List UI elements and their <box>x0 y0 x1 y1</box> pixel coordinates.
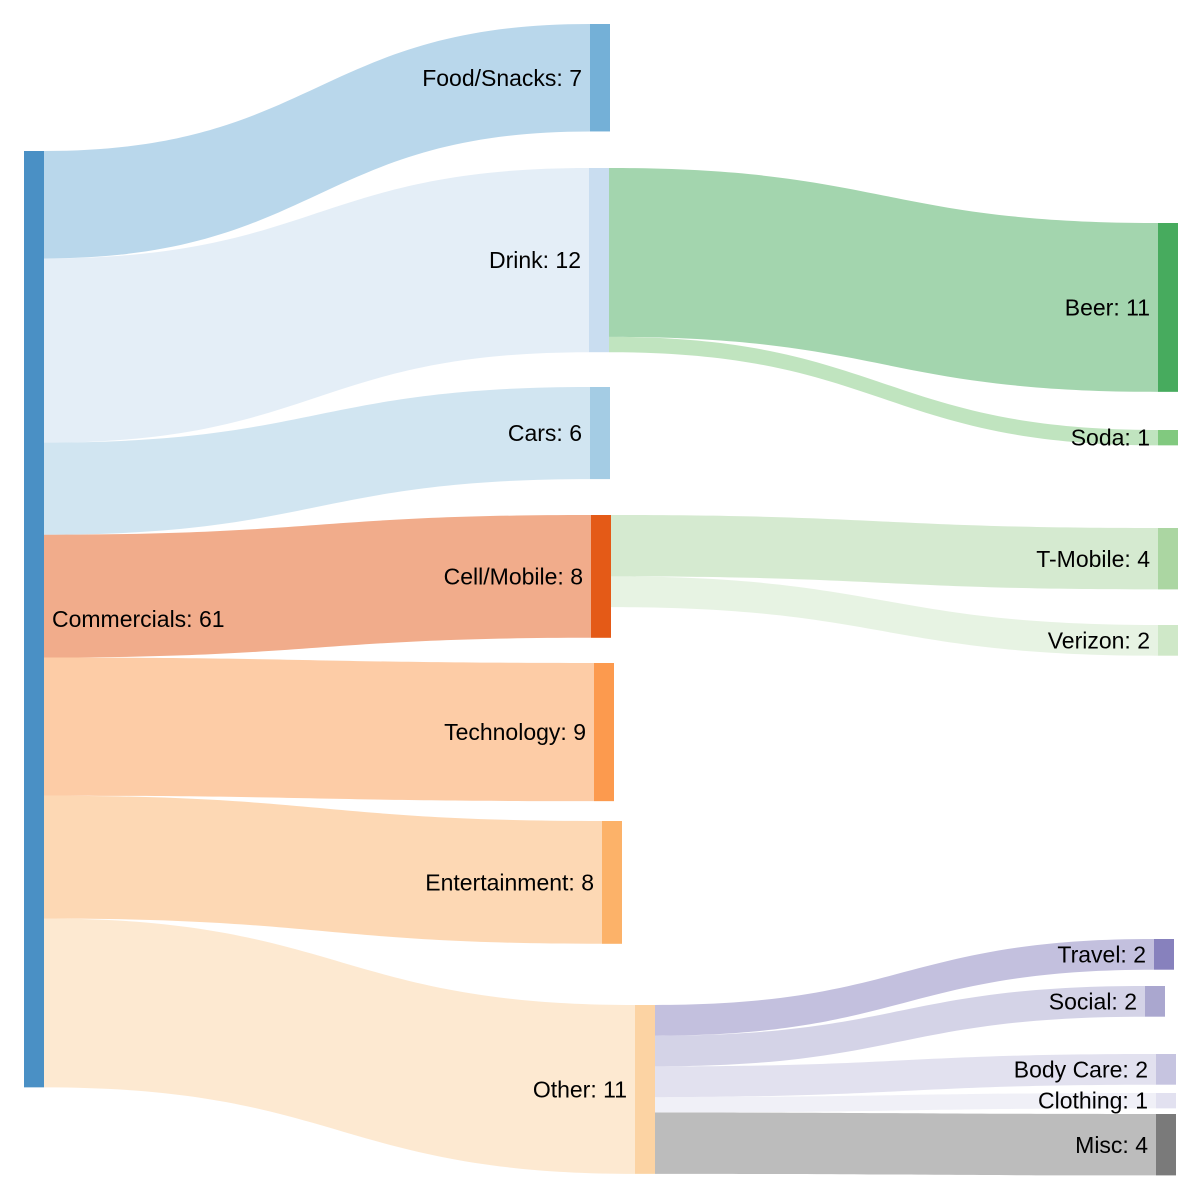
node-commercials[interactable] <box>24 151 44 1088</box>
node-verizon[interactable] <box>1158 625 1178 656</box>
label-misc: Misc: 4 <box>1075 1132 1148 1158</box>
node-entertainment[interactable] <box>602 821 622 944</box>
label-entertainment: Entertainment: 8 <box>425 869 594 895</box>
label-soda: Soda: 1 <box>1071 425 1150 451</box>
node-clothing[interactable] <box>1156 1093 1176 1109</box>
link-commercials-to-technology[interactable] <box>44 657 594 802</box>
link-other-to-clothing[interactable] <box>655 1093 1156 1113</box>
node-food-snacks[interactable] <box>590 24 610 132</box>
label-cell-mobile: Cell/Mobile: 8 <box>444 563 583 589</box>
link-other-to-body-care[interactable] <box>655 1054 1156 1098</box>
label-social: Social: 2 <box>1049 988 1137 1014</box>
link-cell-mobile-to-t-mobile[interactable] <box>611 515 1158 590</box>
node-social[interactable] <box>1145 986 1165 1017</box>
link-other-to-misc[interactable] <box>655 1112 1156 1176</box>
label-commercials: Commercials: 61 <box>52 606 225 632</box>
label-drink: Drink: 12 <box>489 247 581 273</box>
node-other[interactable] <box>635 1005 655 1174</box>
label-cars: Cars: 6 <box>508 420 582 446</box>
label-clothing: Clothing: 1 <box>1038 1088 1148 1114</box>
node-travel[interactable] <box>1154 939 1174 970</box>
link-commercials-to-entertainment[interactable] <box>44 795 602 944</box>
label-other: Other: 11 <box>533 1076 627 1102</box>
sankey-links-layer <box>44 24 1158 1176</box>
node-beer[interactable] <box>1158 223 1178 392</box>
label-beer: Beer: 11 <box>1065 294 1150 320</box>
link-commercials-to-cars[interactable] <box>44 387 590 535</box>
link-drink-to-beer[interactable] <box>609 168 1158 392</box>
node-cell-mobile[interactable] <box>591 515 611 638</box>
link-drink-to-soda[interactable] <box>609 336 1158 446</box>
link-commercials-to-food-snacks[interactable] <box>44 24 590 259</box>
node-body-care[interactable] <box>1156 1054 1176 1085</box>
sankey-labels-layer: Commercials: 61 Food/Snacks: 7 Drink: 12 Ca… <box>52 65 1150 1158</box>
label-t-mobile: T-Mobile: 4 <box>1036 546 1150 572</box>
link-other-to-social[interactable] <box>655 986 1145 1067</box>
node-technology[interactable] <box>594 663 614 802</box>
node-misc[interactable] <box>1156 1114 1176 1176</box>
link-other-to-travel[interactable] <box>655 939 1154 1036</box>
label-technology: Technology: 9 <box>444 719 586 745</box>
node-cars[interactable] <box>590 387 610 480</box>
link-commercials-to-drink[interactable] <box>44 168 589 443</box>
node-soda[interactable] <box>1158 430 1178 446</box>
label-food-snacks: Food/Snacks: 7 <box>422 65 582 91</box>
link-commercials-to-cell-mobile[interactable] <box>44 515 591 658</box>
label-body-care: Body Care: 2 <box>1014 1056 1148 1082</box>
node-drink[interactable] <box>589 168 609 353</box>
label-verizon: Verizon: 2 <box>1048 627 1150 653</box>
link-cell-mobile-to-verizon[interactable] <box>611 576 1158 656</box>
node-t-mobile[interactable] <box>1158 528 1178 590</box>
link-commercials-to-other[interactable] <box>44 918 635 1174</box>
label-travel: Travel: 2 <box>1057 941 1146 967</box>
sankey-nodes-layer <box>24 24 1178 1176</box>
